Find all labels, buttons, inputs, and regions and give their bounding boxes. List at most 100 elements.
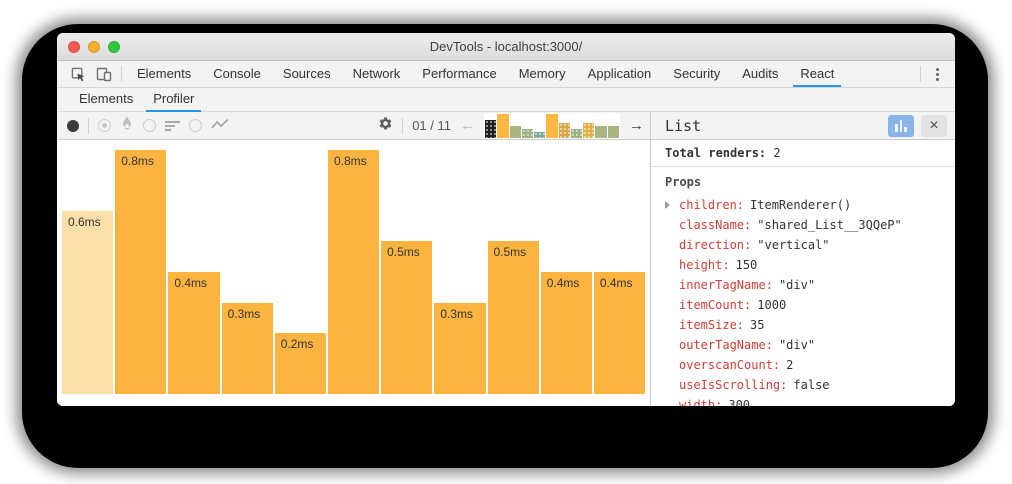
- tab-security[interactable]: Security: [673, 66, 721, 81]
- flame-icon[interactable]: [120, 115, 134, 136]
- prop-row-outertagname[interactable]: outerTagName "div": [665, 335, 941, 355]
- commit-bar[interactable]: 0.6ms: [62, 211, 114, 394]
- prop-row-children[interactable]: children ItemRenderer(): [665, 195, 941, 215]
- tab-react[interactable]: React: [789, 61, 845, 87]
- prop-row-width[interactable]: width 300: [665, 395, 941, 406]
- minichart-bar[interactable]: [583, 122, 595, 138]
- commit-bar[interactable]: 0.3ms: [434, 303, 486, 394]
- tabbar-spacer: [845, 61, 916, 87]
- tab-sources[interactable]: Sources: [282, 66, 331, 81]
- toolbar-separator: [121, 66, 122, 82]
- props-section: Props children ItemRenderer() className …: [651, 167, 955, 406]
- prop-value: "div": [778, 278, 816, 292]
- prop-key: itemCount: [679, 298, 757, 312]
- minichart-bar[interactable]: [558, 122, 570, 138]
- tab-console[interactable]: Console: [213, 66, 261, 81]
- minichart-bar[interactable]: [485, 119, 497, 138]
- prop-key: direction: [679, 238, 757, 252]
- bar-duration-label: 0.4ms: [546, 276, 580, 290]
- prop-value: 150: [735, 258, 758, 272]
- profiler-body: 01 / 11 ← →: [57, 112, 955, 406]
- react-subtabbar: Elements Profiler: [57, 88, 955, 112]
- device-toolbar-icon[interactable]: [91, 61, 117, 87]
- prop-value: 1000: [757, 298, 787, 312]
- close-panel-button[interactable]: ×: [921, 114, 947, 137]
- toolbar-separator: [88, 117, 89, 134]
- expand-arrow-icon[interactable]: [665, 201, 679, 209]
- ranked-view-radio[interactable]: [143, 119, 156, 132]
- minichart-bar[interactable]: [534, 131, 546, 138]
- close-window-button[interactable]: [68, 41, 80, 53]
- prop-row-overscancount[interactable]: overscanCount 2: [665, 355, 941, 375]
- prop-row-direction[interactable]: direction "vertical": [665, 235, 941, 255]
- subtab-profiler[interactable]: Profiler: [143, 88, 204, 112]
- prop-row-height[interactable]: height 150: [665, 255, 941, 275]
- previous-commit-arrow-icon[interactable]: ←: [460, 117, 475, 134]
- bar-duration-label: 0.4ms: [174, 276, 208, 290]
- record-button[interactable]: [67, 119, 79, 132]
- commit-bar[interactable]: 0.2ms: [274, 333, 326, 394]
- minichart-bar[interactable]: [497, 113, 509, 138]
- commit-counter: 01 / 11: [412, 118, 451, 133]
- titlebar[interactable]: DevTools - localhost:3000/: [57, 33, 955, 61]
- component-panel-header: List ×: [651, 112, 955, 140]
- window-title: DevTools - localhost:3000/: [429, 39, 583, 54]
- tab-audits[interactable]: Audits: [742, 66, 779, 81]
- commit-bar[interactable]: 0.5ms: [487, 241, 539, 394]
- minimize-window-button[interactable]: [88, 41, 100, 53]
- toolbar-separator: [920, 66, 921, 82]
- ranked-chart-icon[interactable]: [165, 120, 180, 131]
- minichart-bar[interactable]: [509, 125, 521, 138]
- render-duration-bar-chart: 0.6ms 0.8ms 0.4ms 0.3ms 0.2ms 0.8ms 0.5m…: [57, 140, 650, 406]
- tab-memory[interactable]: Memory: [518, 66, 566, 81]
- prop-value: "div": [778, 338, 816, 352]
- tab-application[interactable]: Application: [587, 66, 652, 81]
- minichart-bar[interactable]: [521, 128, 534, 138]
- bar-duration-label: 0.3ms: [227, 307, 261, 321]
- props-heading: Props: [665, 175, 702, 189]
- profiler-toolbar: 01 / 11 ← →: [57, 112, 650, 140]
- commit-bar[interactable]: 0.4ms: [540, 272, 592, 394]
- tab-network[interactable]: Network: [352, 66, 401, 81]
- bar-duration-label: 0.8ms: [121, 154, 154, 168]
- commit-selector-minichart[interactable]: [484, 112, 620, 139]
- prop-value: false: [793, 378, 830, 392]
- minichart-bar[interactable]: [595, 125, 607, 138]
- prop-value: 2: [786, 358, 794, 372]
- component-name: List: [665, 116, 702, 135]
- prop-key: innerTagName: [679, 278, 779, 292]
- settings-gear-icon[interactable]: [378, 116, 393, 136]
- interactions-line-icon[interactable]: [211, 117, 229, 135]
- commit-bar[interactable]: 0.4ms: [168, 272, 220, 394]
- minichart-bar[interactable]: [546, 113, 558, 138]
- prop-key: width: [679, 398, 728, 406]
- tab-performance[interactable]: Performance: [422, 66, 497, 81]
- prop-row-classname[interactable]: className "shared_List__3QQeP": [665, 215, 941, 235]
- prop-value: 35: [750, 318, 765, 332]
- commit-bar[interactable]: 0.4ms: [593, 272, 646, 394]
- minichart-bar[interactable]: [607, 125, 619, 138]
- commit-bar[interactable]: 0.8ms: [115, 150, 167, 394]
- prop-row-itemsize[interactable]: itemSize 35: [665, 315, 941, 335]
- inspect-element-icon[interactable]: [65, 61, 91, 87]
- prop-row-useisscrolling[interactable]: useIsScrolling false: [665, 375, 941, 395]
- minichart-bar[interactable]: [570, 128, 583, 138]
- commit-bar[interactable]: 0.8ms: [327, 150, 380, 394]
- next-commit-arrow-icon[interactable]: →: [629, 117, 644, 134]
- flamegraph-view-radio[interactable]: [98, 119, 111, 132]
- kebab-menu-icon[interactable]: [925, 61, 949, 87]
- prop-key: height: [679, 258, 736, 272]
- bar-duration-label: 0.5ms: [387, 245, 420, 259]
- prop-row-itemcount[interactable]: itemCount 1000: [665, 295, 941, 315]
- interactions-view-radio[interactable]: [189, 119, 202, 132]
- zoom-window-button[interactable]: [108, 41, 120, 53]
- total-renders-value: 2: [773, 146, 781, 160]
- view-component-chart-button[interactable]: [888, 114, 914, 137]
- commit-bar[interactable]: 0.5ms: [381, 241, 433, 394]
- prop-row-innertagname[interactable]: innerTagName "div": [665, 275, 941, 295]
- subtab-elements[interactable]: Elements: [79, 91, 134, 106]
- prop-key: children: [679, 198, 750, 212]
- commit-bar[interactable]: 0.3ms: [221, 303, 273, 394]
- tab-elements[interactable]: Elements: [137, 66, 192, 81]
